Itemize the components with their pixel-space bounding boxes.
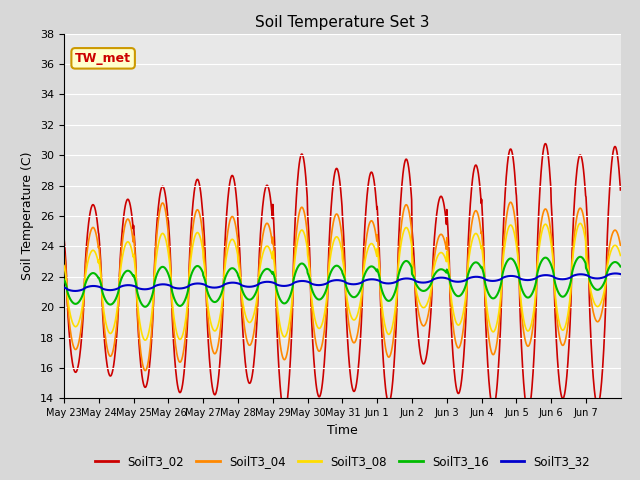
Line: SoilT3_32: SoilT3_32 [64,274,620,291]
SoilT3_08 [328,246,336,252]
SoilT3_32 [556,276,563,282]
SoilT3_16 [577,254,584,260]
SoilT3_32 [148,285,156,291]
SoilT3_02 [147,346,155,351]
Y-axis label: Soil Temperature (C): Soil Temperature (C) [22,152,35,280]
SoilT3_04 [507,199,515,205]
Legend: SoilT3_02, SoilT3_04, SoilT3_08, SoilT3_16, SoilT3_32: SoilT3_02, SoilT3_04, SoilT3_08, SoilT3_… [90,450,595,473]
SoilT3_32 [328,278,336,284]
Title: Soil Temperature Set 3: Soil Temperature Set 3 [255,15,429,30]
SoilT3_08 [556,319,563,325]
SoilT3_16 [616,264,624,269]
SoilT3_08 [616,252,624,258]
SoilT3_02 [541,141,549,146]
SoilT3_32 [60,285,68,290]
SoilT3_02 [616,187,624,193]
SoilT3_04 [474,210,481,216]
SoilT3_02 [60,235,68,240]
SoilT3_08 [60,263,68,268]
SoilT3_04 [328,228,336,234]
SoilT3_08 [474,232,481,238]
SoilT3_02 [280,410,288,416]
SoilT3_04 [148,331,156,337]
SoilT3_08 [141,337,149,343]
SoilT3_02 [610,145,618,151]
SoilT3_32 [610,271,618,276]
SoilT3_16 [474,260,481,266]
SoilT3_02 [556,381,563,387]
Line: SoilT3_16: SoilT3_16 [64,257,620,307]
SoilT3_16 [556,291,563,297]
SoilT3_08 [317,323,325,329]
SoilT3_32 [612,271,620,276]
SoilT3_16 [317,296,325,301]
SoilT3_32 [474,274,481,280]
Line: SoilT3_02: SoilT3_02 [64,144,620,413]
SoilT3_02 [317,388,325,394]
SoilT3_08 [610,243,618,249]
SoilT3_16 [328,267,336,273]
SoilT3_32 [72,288,79,294]
SoilT3_04 [610,228,618,234]
SoilT3_04 [317,345,325,350]
SoilT3_16 [60,277,68,283]
X-axis label: Time: Time [327,424,358,437]
SoilT3_16 [148,295,156,301]
SoilT3_32 [317,282,325,288]
SoilT3_16 [610,259,618,265]
SoilT3_04 [556,334,563,340]
SoilT3_04 [616,242,624,248]
Line: SoilT3_04: SoilT3_04 [64,202,620,371]
SoilT3_04 [60,249,68,254]
SoilT3_04 [141,368,149,373]
SoilT3_32 [616,271,624,277]
SoilT3_02 [474,167,481,172]
SoilT3_08 [148,314,156,320]
Line: SoilT3_08: SoilT3_08 [64,223,620,340]
Text: TW_met: TW_met [75,52,131,65]
SoilT3_16 [141,304,149,310]
SoilT3_08 [577,220,584,226]
SoilT3_02 [328,194,336,200]
